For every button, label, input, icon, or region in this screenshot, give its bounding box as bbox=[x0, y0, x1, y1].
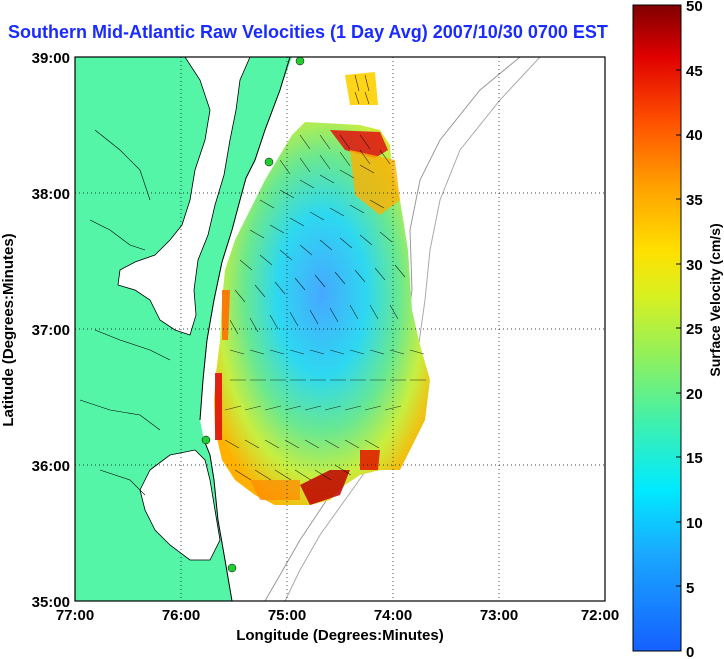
station-marker bbox=[227, 563, 237, 573]
velocity-vectors bbox=[224, 74, 426, 481]
colorbar-tick: 45 bbox=[686, 63, 703, 80]
station-marker bbox=[264, 157, 274, 167]
pamlico-sound bbox=[139, 449, 221, 561]
xtick-label: 76:00 bbox=[162, 607, 200, 624]
chesapeake-bay bbox=[117, 57, 251, 336]
xtick-label: 75:00 bbox=[268, 607, 306, 624]
colorbar-tick: 40 bbox=[686, 127, 703, 144]
colorbar-tick: 35 bbox=[686, 192, 703, 209]
colorbar-tick: 20 bbox=[686, 386, 703, 403]
ytick-label: 35:00 bbox=[32, 594, 70, 611]
outer-banks bbox=[203, 439, 233, 601]
colorbar-ticks bbox=[676, 69, 681, 587]
grid bbox=[75, 57, 605, 601]
x-axis-label: Longitude (Degrees:Minutes) bbox=[236, 627, 444, 644]
colorbar bbox=[632, 4, 682, 652]
station-marker bbox=[295, 57, 305, 66]
ytick-label: 38:00 bbox=[32, 186, 70, 203]
map-title: Southern Mid-Atlantic Raw Velocities (1 … bbox=[8, 22, 608, 42]
xtick-label: 77:00 bbox=[56, 607, 94, 624]
xtick-label: 74:00 bbox=[374, 607, 412, 624]
colorbar-tick: 15 bbox=[686, 450, 703, 467]
colorbar-tick: 25 bbox=[686, 321, 703, 338]
colorbar-tick: 0 bbox=[686, 644, 694, 659]
colorbar-tick: 10 bbox=[686, 515, 703, 532]
colorbar-label: Surface Velocity (cm/s) bbox=[707, 223, 723, 376]
coastline-delmarva bbox=[199, 57, 291, 421]
ytick-label: 36:00 bbox=[32, 458, 70, 475]
colorbar-tick: 50 bbox=[686, 0, 703, 15]
xtick-label: 73:00 bbox=[480, 607, 518, 624]
colorbar-tick: 30 bbox=[686, 257, 703, 274]
colorbar-tick: 5 bbox=[686, 580, 694, 597]
station-marker bbox=[201, 435, 211, 445]
xtick-label: 72:00 bbox=[581, 607, 619, 624]
ytick-label: 39:00 bbox=[32, 50, 70, 67]
y-axis-label: Latitude (Degrees:Minutes) bbox=[0, 233, 17, 426]
ytick-label: 37:00 bbox=[32, 322, 70, 339]
